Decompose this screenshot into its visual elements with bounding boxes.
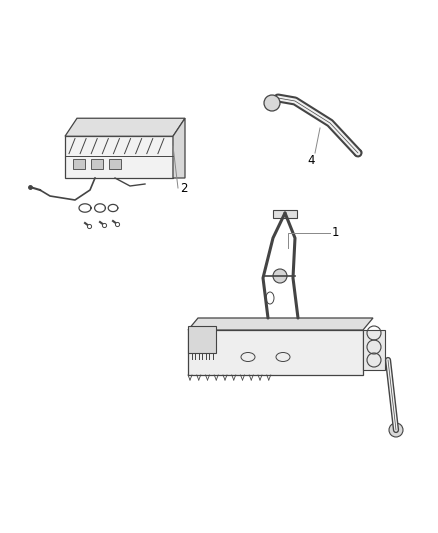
Bar xyxy=(73,159,85,169)
Text: 4: 4 xyxy=(307,155,314,167)
Polygon shape xyxy=(65,118,185,136)
Text: 1: 1 xyxy=(332,227,339,239)
Text: 2: 2 xyxy=(180,182,187,196)
Circle shape xyxy=(264,95,280,111)
Circle shape xyxy=(273,269,287,283)
Polygon shape xyxy=(173,118,185,178)
Bar xyxy=(363,330,385,370)
Bar xyxy=(188,326,216,352)
Bar xyxy=(109,159,121,169)
Bar xyxy=(91,159,103,169)
Ellipse shape xyxy=(354,150,362,156)
Circle shape xyxy=(389,423,403,437)
Bar xyxy=(65,136,173,178)
Bar xyxy=(188,330,363,375)
Bar xyxy=(273,210,297,218)
Polygon shape xyxy=(188,318,373,330)
